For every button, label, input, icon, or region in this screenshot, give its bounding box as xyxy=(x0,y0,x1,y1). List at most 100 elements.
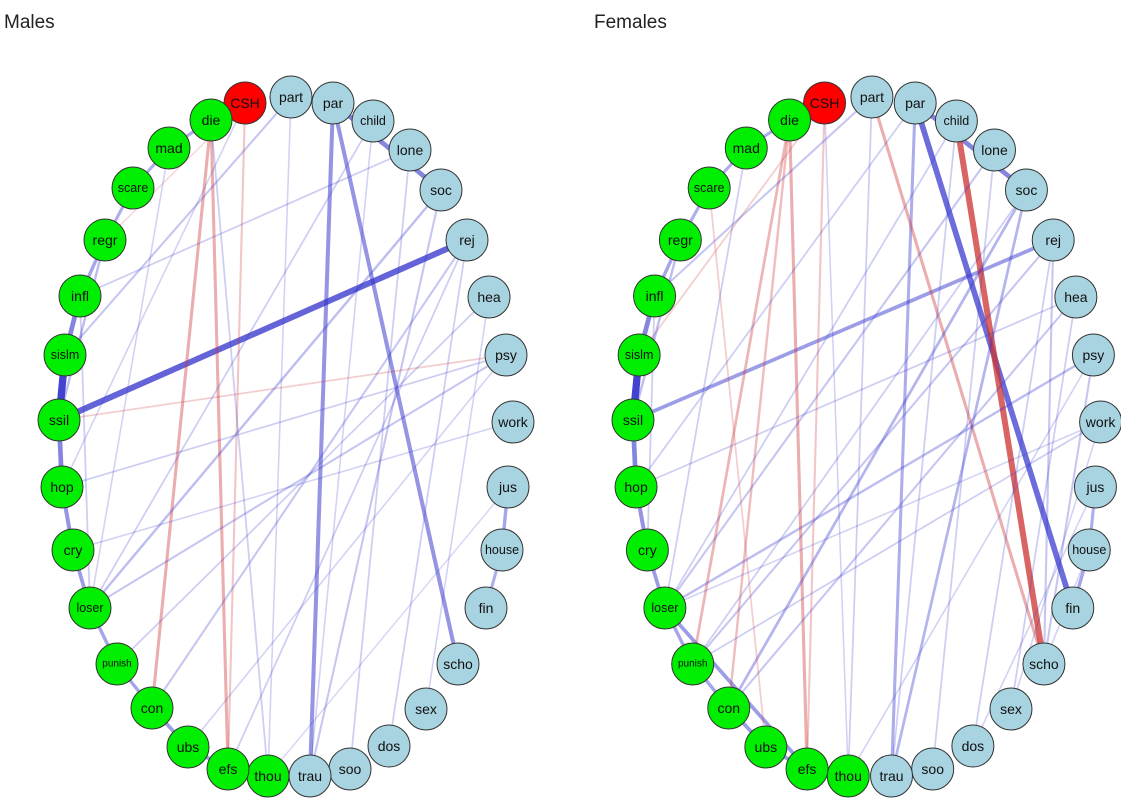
node-dos: dos xyxy=(367,724,411,768)
node-scare: scare xyxy=(111,166,155,210)
node-circle xyxy=(269,75,313,119)
node-label: punish xyxy=(102,659,131,670)
node-house: house xyxy=(1067,528,1111,572)
node-label: work xyxy=(497,414,529,430)
edge-rej-dos xyxy=(971,239,1055,747)
edge-part-thou xyxy=(267,96,292,777)
edge-regr-ssil xyxy=(57,238,107,422)
node-circle xyxy=(464,586,508,630)
node-label: scare xyxy=(694,181,725,195)
edge-hea-sex xyxy=(425,296,490,710)
edge-hea-punish xyxy=(116,296,490,665)
node-part: part xyxy=(269,75,313,119)
node-circle xyxy=(687,166,731,210)
node-circle xyxy=(707,686,751,730)
node-label: hea xyxy=(1064,289,1088,305)
node-label: part xyxy=(279,89,303,105)
node-label: die xyxy=(780,112,799,128)
edge-soc-con xyxy=(727,188,1028,710)
node-label: ubs xyxy=(755,739,778,755)
edge-child-trau xyxy=(309,120,374,777)
node-ubs: ubs xyxy=(744,725,788,769)
node-label: loser xyxy=(651,601,678,615)
edge-child-trau xyxy=(890,120,958,777)
node-label: die xyxy=(202,112,221,128)
node-circle xyxy=(166,725,210,769)
edge-ssil-psy xyxy=(58,354,507,421)
node-label: dos xyxy=(378,738,401,754)
node-circle xyxy=(617,333,661,377)
edge-rej-punish xyxy=(691,238,1055,666)
node-child: child xyxy=(934,99,978,143)
node-label: sex xyxy=(1000,701,1022,717)
node-label: thou xyxy=(254,768,281,784)
node-jus: jus xyxy=(486,465,530,509)
edge-par-trau xyxy=(307,100,336,779)
node-work: work xyxy=(491,400,535,444)
node-circle xyxy=(467,275,511,319)
edge-lone-loser xyxy=(663,148,996,610)
node-circle xyxy=(658,218,702,262)
node-CSH: CSH xyxy=(803,81,847,125)
node-circle xyxy=(58,274,102,318)
node-label: cry xyxy=(64,542,83,558)
edge-rej-con xyxy=(150,238,469,710)
node-label: fin xyxy=(1065,600,1080,616)
node-label: soo xyxy=(339,761,362,777)
edge-child-loser xyxy=(89,120,374,609)
node-label: par xyxy=(323,95,344,111)
edge-child-loser xyxy=(664,120,958,609)
node-circle xyxy=(1071,333,1115,377)
node-scho: scho xyxy=(1022,642,1066,686)
edge-soc-trau xyxy=(308,188,443,778)
node-label: cry xyxy=(638,542,657,558)
node-circle xyxy=(1022,642,1066,686)
node-circle xyxy=(130,686,174,730)
node-label: infl xyxy=(71,288,89,304)
node-circle xyxy=(893,81,937,125)
node-label: regr xyxy=(93,232,118,248)
edge-rej-scho xyxy=(1042,238,1055,666)
node-circle xyxy=(68,586,112,630)
node-label: scare xyxy=(118,181,149,195)
edge-rej-efs xyxy=(227,239,468,770)
node-circle xyxy=(37,398,81,442)
node-circle xyxy=(1031,218,1075,262)
edge-CSH-hop xyxy=(61,102,246,488)
edge-mad-loser xyxy=(89,147,170,609)
node-label: sex xyxy=(415,701,437,717)
node-par: par xyxy=(893,81,937,125)
node-circle xyxy=(724,126,768,170)
node-label: con xyxy=(717,700,740,716)
panel-title: Females xyxy=(594,12,667,33)
node-lone: lone xyxy=(388,128,432,172)
node-label: house xyxy=(1072,543,1106,557)
node-label: scho xyxy=(1029,656,1059,672)
node-label: lone xyxy=(981,142,1008,158)
node-circle xyxy=(419,168,463,212)
node-thou: thou xyxy=(826,754,870,798)
node-hop: hop xyxy=(614,465,658,509)
node-psy: psy xyxy=(484,333,528,377)
node-label: lone xyxy=(397,142,424,158)
females-network-graph: CSH part par child lone soc rej hea psy work jus ho… xyxy=(611,75,1121,798)
node-efs: efs xyxy=(785,747,829,791)
node-label: psy xyxy=(495,347,517,363)
node-circle xyxy=(95,642,139,686)
edge-psy-thou xyxy=(847,354,1095,777)
node-label: CSH xyxy=(810,95,840,111)
node-label: trau xyxy=(879,768,903,784)
node-label: regr xyxy=(668,232,693,248)
node-circle xyxy=(989,687,1033,731)
edge-regr-ssil xyxy=(631,238,682,422)
males-panel: Males CSH part par child lone soc rej hea psy wor… xyxy=(0,0,560,801)
node-ubs: ubs xyxy=(166,725,210,769)
edge-par-soc xyxy=(912,100,1029,193)
node-label: fin xyxy=(479,600,494,616)
panel-title: Males xyxy=(4,12,55,33)
node-circle xyxy=(973,128,1016,172)
edge-mad-loser xyxy=(664,147,748,609)
node-circle xyxy=(486,465,530,509)
node-label: rej xyxy=(1045,232,1061,248)
node-label: psy xyxy=(1082,347,1104,363)
